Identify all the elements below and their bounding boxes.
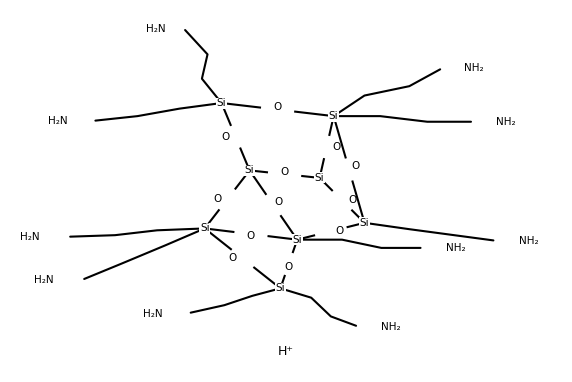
Text: O: O xyxy=(247,231,255,241)
Text: O: O xyxy=(348,195,356,206)
Text: O: O xyxy=(332,142,341,152)
Text: Si: Si xyxy=(292,235,302,244)
Text: H⁺: H⁺ xyxy=(278,345,294,358)
Text: NH₂: NH₂ xyxy=(382,322,401,332)
Text: Si: Si xyxy=(245,165,255,175)
Text: Si: Si xyxy=(276,283,285,293)
Text: H₂N: H₂N xyxy=(143,309,162,319)
Text: Si: Si xyxy=(315,173,324,183)
Text: Si: Si xyxy=(217,98,227,108)
Text: Si: Si xyxy=(360,218,370,228)
Text: H₂N: H₂N xyxy=(34,275,53,285)
Text: NH₂: NH₂ xyxy=(496,117,516,127)
Text: NH₂: NH₂ xyxy=(446,243,466,253)
Text: O: O xyxy=(285,262,293,272)
Text: H₂N: H₂N xyxy=(47,116,67,126)
Text: Si: Si xyxy=(200,223,209,233)
Text: NH₂: NH₂ xyxy=(519,236,539,246)
Text: O: O xyxy=(228,253,237,263)
Text: H₂N: H₂N xyxy=(146,24,165,34)
Text: O: O xyxy=(275,197,283,207)
Text: H₂N: H₂N xyxy=(19,231,39,242)
Text: O: O xyxy=(335,226,343,236)
Text: O: O xyxy=(352,161,360,171)
Text: NH₂: NH₂ xyxy=(464,63,484,73)
Text: O: O xyxy=(221,132,229,142)
Text: O: O xyxy=(280,167,289,177)
Text: Si: Si xyxy=(329,111,339,121)
Text: O: O xyxy=(273,102,282,112)
Text: O: O xyxy=(213,194,221,204)
